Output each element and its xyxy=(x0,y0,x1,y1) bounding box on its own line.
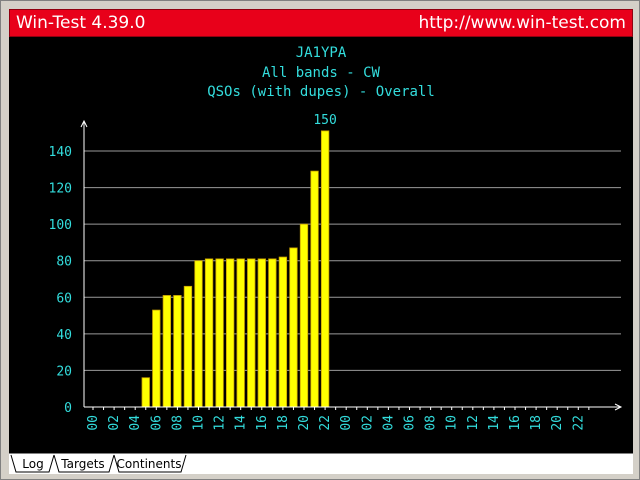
y-tick-label: 120 xyxy=(49,182,72,197)
app-title: Win-Test 4.39.0 xyxy=(16,13,146,33)
bar xyxy=(162,295,172,408)
bar xyxy=(194,260,203,408)
x-tick-label: 20 xyxy=(550,415,565,431)
bar xyxy=(310,170,319,408)
y-axis-arrow xyxy=(80,119,88,128)
title-bar: Win-Test 4.39.0 http://www.win-test.com xyxy=(9,9,633,37)
x-tick-label: 00 xyxy=(86,415,101,431)
x-tick-label: 10 xyxy=(192,415,207,431)
bar xyxy=(173,295,182,408)
bar xyxy=(320,130,330,408)
x-tick-label: 06 xyxy=(403,415,418,431)
x-axis-arrow xyxy=(614,403,623,411)
x-tick-label: 12 xyxy=(213,415,228,431)
x-tick-label: 02 xyxy=(360,415,375,431)
x-tick-label: 22 xyxy=(318,415,333,431)
x-tick-label: 00 xyxy=(339,415,354,431)
x-tick-label: 02 xyxy=(107,415,122,431)
bar xyxy=(278,256,288,408)
y-tick-label: 60 xyxy=(56,291,72,306)
x-tick-label: 18 xyxy=(529,415,544,431)
x-tick-label: 22 xyxy=(571,415,586,431)
x-tick-label: 14 xyxy=(487,415,502,431)
website-url[interactable]: http://www.win-test.com xyxy=(418,13,626,33)
bar xyxy=(225,258,235,408)
qso-rate-chart: JA1YPA All bands - CW QSOs (with dupes) … xyxy=(49,45,623,431)
tab-strip: Log Targets Continents xyxy=(9,453,633,474)
x-tick-label: 06 xyxy=(149,415,164,431)
bar xyxy=(236,258,245,408)
chart-area: JA1YPA All bands - CW QSOs (with dupes) … xyxy=(9,37,633,453)
y-tick-label: 0 xyxy=(64,401,72,416)
x-tick-label: 04 xyxy=(128,415,143,431)
bar xyxy=(215,258,224,408)
x-tick-label: 14 xyxy=(234,415,249,431)
y-tick-label: 80 xyxy=(56,255,72,270)
bar xyxy=(152,309,161,408)
y-tick-label: 20 xyxy=(56,364,72,379)
bar xyxy=(204,258,214,408)
tab-targets[interactable]: Targets xyxy=(61,457,105,471)
x-tick-label: 16 xyxy=(255,415,270,431)
tab-outlines xyxy=(10,454,187,473)
bar xyxy=(247,258,256,408)
tab-continents[interactable]: Continents xyxy=(116,457,182,471)
x-tick-label: 08 xyxy=(424,415,439,431)
chart-subtitle-band: All bands - CW xyxy=(262,65,381,81)
x-tick-label: 20 xyxy=(297,415,312,431)
chart-title: JA1YPA xyxy=(296,45,347,61)
x-tick-label: 16 xyxy=(508,415,523,431)
y-tick-label: 40 xyxy=(56,328,72,343)
bar xyxy=(289,247,298,408)
x-tick-label: 12 xyxy=(466,415,481,431)
bar xyxy=(268,258,277,408)
tab-log[interactable]: Log xyxy=(22,457,44,471)
bar xyxy=(141,377,150,408)
x-tick-label: 10 xyxy=(445,415,460,431)
x-tick-label: 08 xyxy=(170,415,185,431)
peak-value-label: 150 xyxy=(313,113,336,128)
x-tick-label: 18 xyxy=(276,415,291,431)
chart-subtitle-metric: QSOs (with dupes) - Overall xyxy=(207,84,435,100)
y-tick-label: 100 xyxy=(49,218,72,233)
y-tick-label: 140 xyxy=(49,145,72,160)
bar xyxy=(183,285,193,408)
bar xyxy=(257,258,266,408)
bar xyxy=(299,223,309,408)
x-tick-label: 04 xyxy=(381,415,396,431)
